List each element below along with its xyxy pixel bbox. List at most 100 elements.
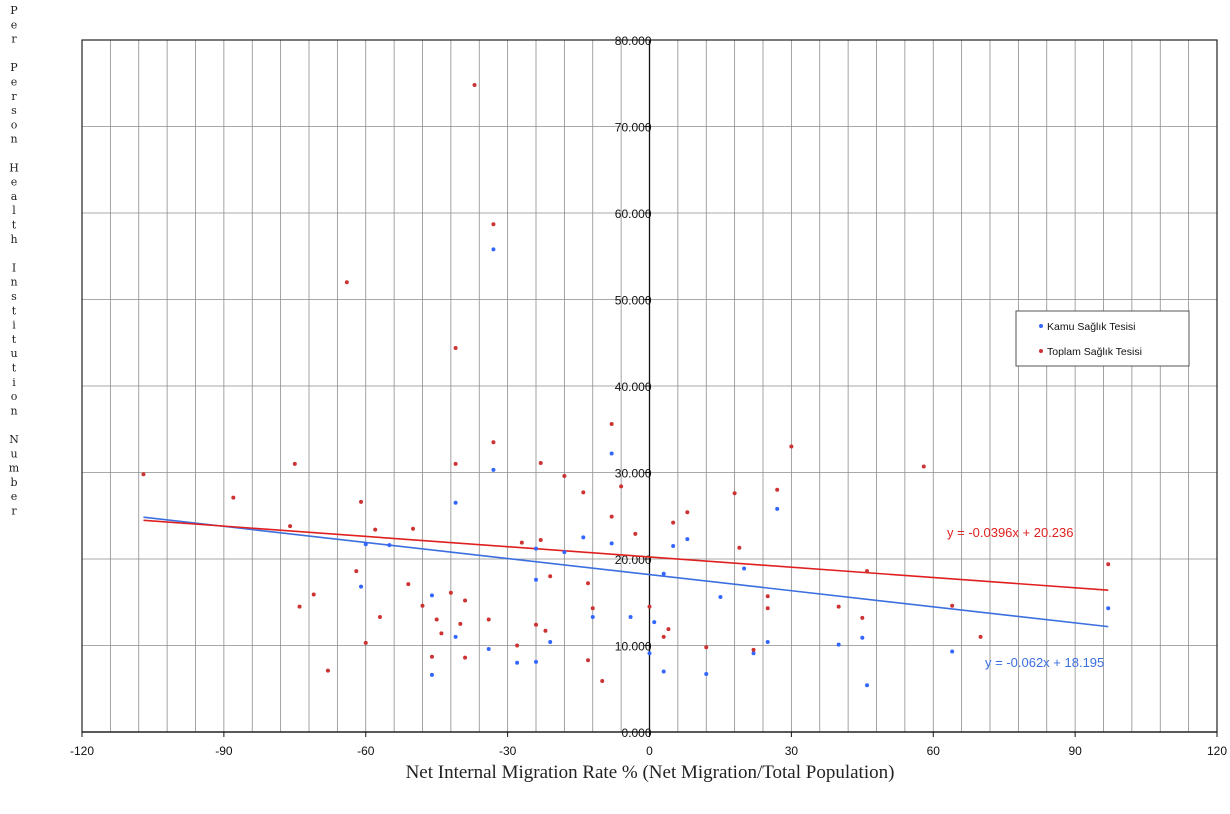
x-tick-label: 0 xyxy=(646,744,653,758)
y-axis-label-char: P xyxy=(10,4,18,17)
y-axis-label-char: a xyxy=(11,190,18,203)
data-point-toplam xyxy=(586,581,591,586)
y-tick-label: 0.000 xyxy=(621,726,651,740)
data-point-kamu xyxy=(534,546,538,551)
y-axis-label-char: t xyxy=(12,304,17,317)
data-point-kamu xyxy=(628,614,633,619)
y-tick-label: 60.000 xyxy=(615,207,652,221)
data-point-toplam xyxy=(453,461,458,466)
data-point-kamu xyxy=(515,660,520,665)
data-point-toplam xyxy=(704,645,709,650)
data-point-kamu xyxy=(950,649,955,654)
y-axis-label-char: r xyxy=(11,90,17,103)
x-tick-label: -30 xyxy=(499,744,517,758)
gridlines xyxy=(82,40,1217,732)
data-point-toplam xyxy=(609,422,614,427)
data-point-toplam xyxy=(860,615,865,620)
data-point-kamu xyxy=(534,577,538,582)
data-point-toplam xyxy=(486,617,491,622)
y-axis-label-char: I xyxy=(12,261,16,274)
data-point-toplam xyxy=(491,222,496,227)
data-point-toplam xyxy=(732,491,737,496)
legend-label-kamu: Kamu Sağlık Tesisi xyxy=(1047,321,1136,333)
data-point-toplam xyxy=(538,537,543,542)
data-point-kamu xyxy=(1106,606,1111,611)
data-point-toplam xyxy=(297,604,302,609)
data-point-kamu xyxy=(387,543,392,548)
data-point-toplam xyxy=(359,499,364,504)
data-point-toplam xyxy=(633,531,638,536)
data-point-toplam xyxy=(411,526,416,531)
trendline-equation-kamu: y = -0.062x + 18.195 xyxy=(985,655,1104,670)
y-axis-label-char: e xyxy=(11,76,18,89)
data-point-kamu xyxy=(609,451,614,456)
data-point-toplam xyxy=(439,631,444,636)
x-tick-labels: -120 -90 -60 -30 0 30 60 90 120 xyxy=(70,744,1227,758)
data-point-kamu xyxy=(363,542,368,547)
data-point-toplam xyxy=(363,640,368,645)
x-tick-label: 90 xyxy=(1068,744,1082,758)
data-point-kamu xyxy=(562,550,567,555)
data-point-toplam xyxy=(590,606,595,611)
data-point-toplam xyxy=(775,487,780,492)
y-axis-label-char: n xyxy=(10,133,17,146)
x-tick-label: 60 xyxy=(927,744,941,758)
y-axis-label-char: t xyxy=(12,333,17,346)
data-point-kamu xyxy=(453,500,458,505)
x-tick-label: -120 xyxy=(70,744,94,758)
data-point-kamu xyxy=(742,566,747,571)
data-point-toplam xyxy=(141,472,146,477)
data-point-kamu xyxy=(661,571,666,576)
data-point-kamu xyxy=(647,651,652,656)
y-axis-label-char: t xyxy=(12,219,17,232)
y-axis-label-char: t xyxy=(12,362,17,375)
y-axis-label-char: l xyxy=(12,204,16,217)
trendlines xyxy=(143,516,1109,628)
data-point-toplam xyxy=(737,545,742,550)
data-point-kamu xyxy=(652,620,657,625)
trendline xyxy=(143,516,1109,628)
data-point-toplam xyxy=(463,598,468,603)
data-point-toplam xyxy=(448,590,453,595)
data-point-toplam xyxy=(538,460,543,465)
data-point-toplam xyxy=(472,82,477,87)
data-point-toplam xyxy=(434,617,439,622)
y-axis-label-char: H xyxy=(9,161,19,174)
y-axis-label-char: P xyxy=(10,61,18,74)
x-tick-label: 120 xyxy=(1207,744,1227,758)
y-axis-label-char: u xyxy=(10,447,17,460)
x-tick-label: -60 xyxy=(357,744,375,758)
y-axis-label-char: e xyxy=(11,490,18,503)
data-point-toplam xyxy=(950,603,955,608)
data-point-toplam xyxy=(666,627,671,632)
data-point-toplam xyxy=(661,634,666,639)
data-point-toplam xyxy=(586,658,591,663)
data-point-kamu xyxy=(765,640,770,645)
y-axis-label-char: n xyxy=(10,276,17,289)
data-point-kamu xyxy=(704,672,709,677)
data-point-kamu xyxy=(836,642,841,647)
x-tick-label: 30 xyxy=(785,744,799,758)
data-point-toplam xyxy=(751,647,756,652)
data-points xyxy=(141,82,1111,688)
data-point-kamu xyxy=(685,537,690,542)
data-point-toplam xyxy=(231,495,236,500)
y-axis-label-char: s xyxy=(11,104,17,117)
y-tick-label: 70.000 xyxy=(615,121,652,135)
data-point-toplam xyxy=(789,444,794,449)
data-point-kamu xyxy=(534,659,538,664)
y-tick-label: 30.000 xyxy=(615,467,652,481)
data-point-kamu xyxy=(581,535,586,540)
data-point-kamu xyxy=(359,584,364,589)
data-point-toplam xyxy=(463,655,468,660)
data-point-kamu xyxy=(491,247,496,252)
data-point-toplam xyxy=(292,461,297,466)
legend-label-toplam: Toplam Sağlık Tesisi xyxy=(1047,346,1142,358)
y-axis-label-char: u xyxy=(10,347,17,360)
data-point-toplam xyxy=(562,473,567,478)
data-point-toplam xyxy=(311,592,316,597)
data-point-toplam xyxy=(377,614,382,619)
y-axis-label-char: n xyxy=(10,404,17,417)
